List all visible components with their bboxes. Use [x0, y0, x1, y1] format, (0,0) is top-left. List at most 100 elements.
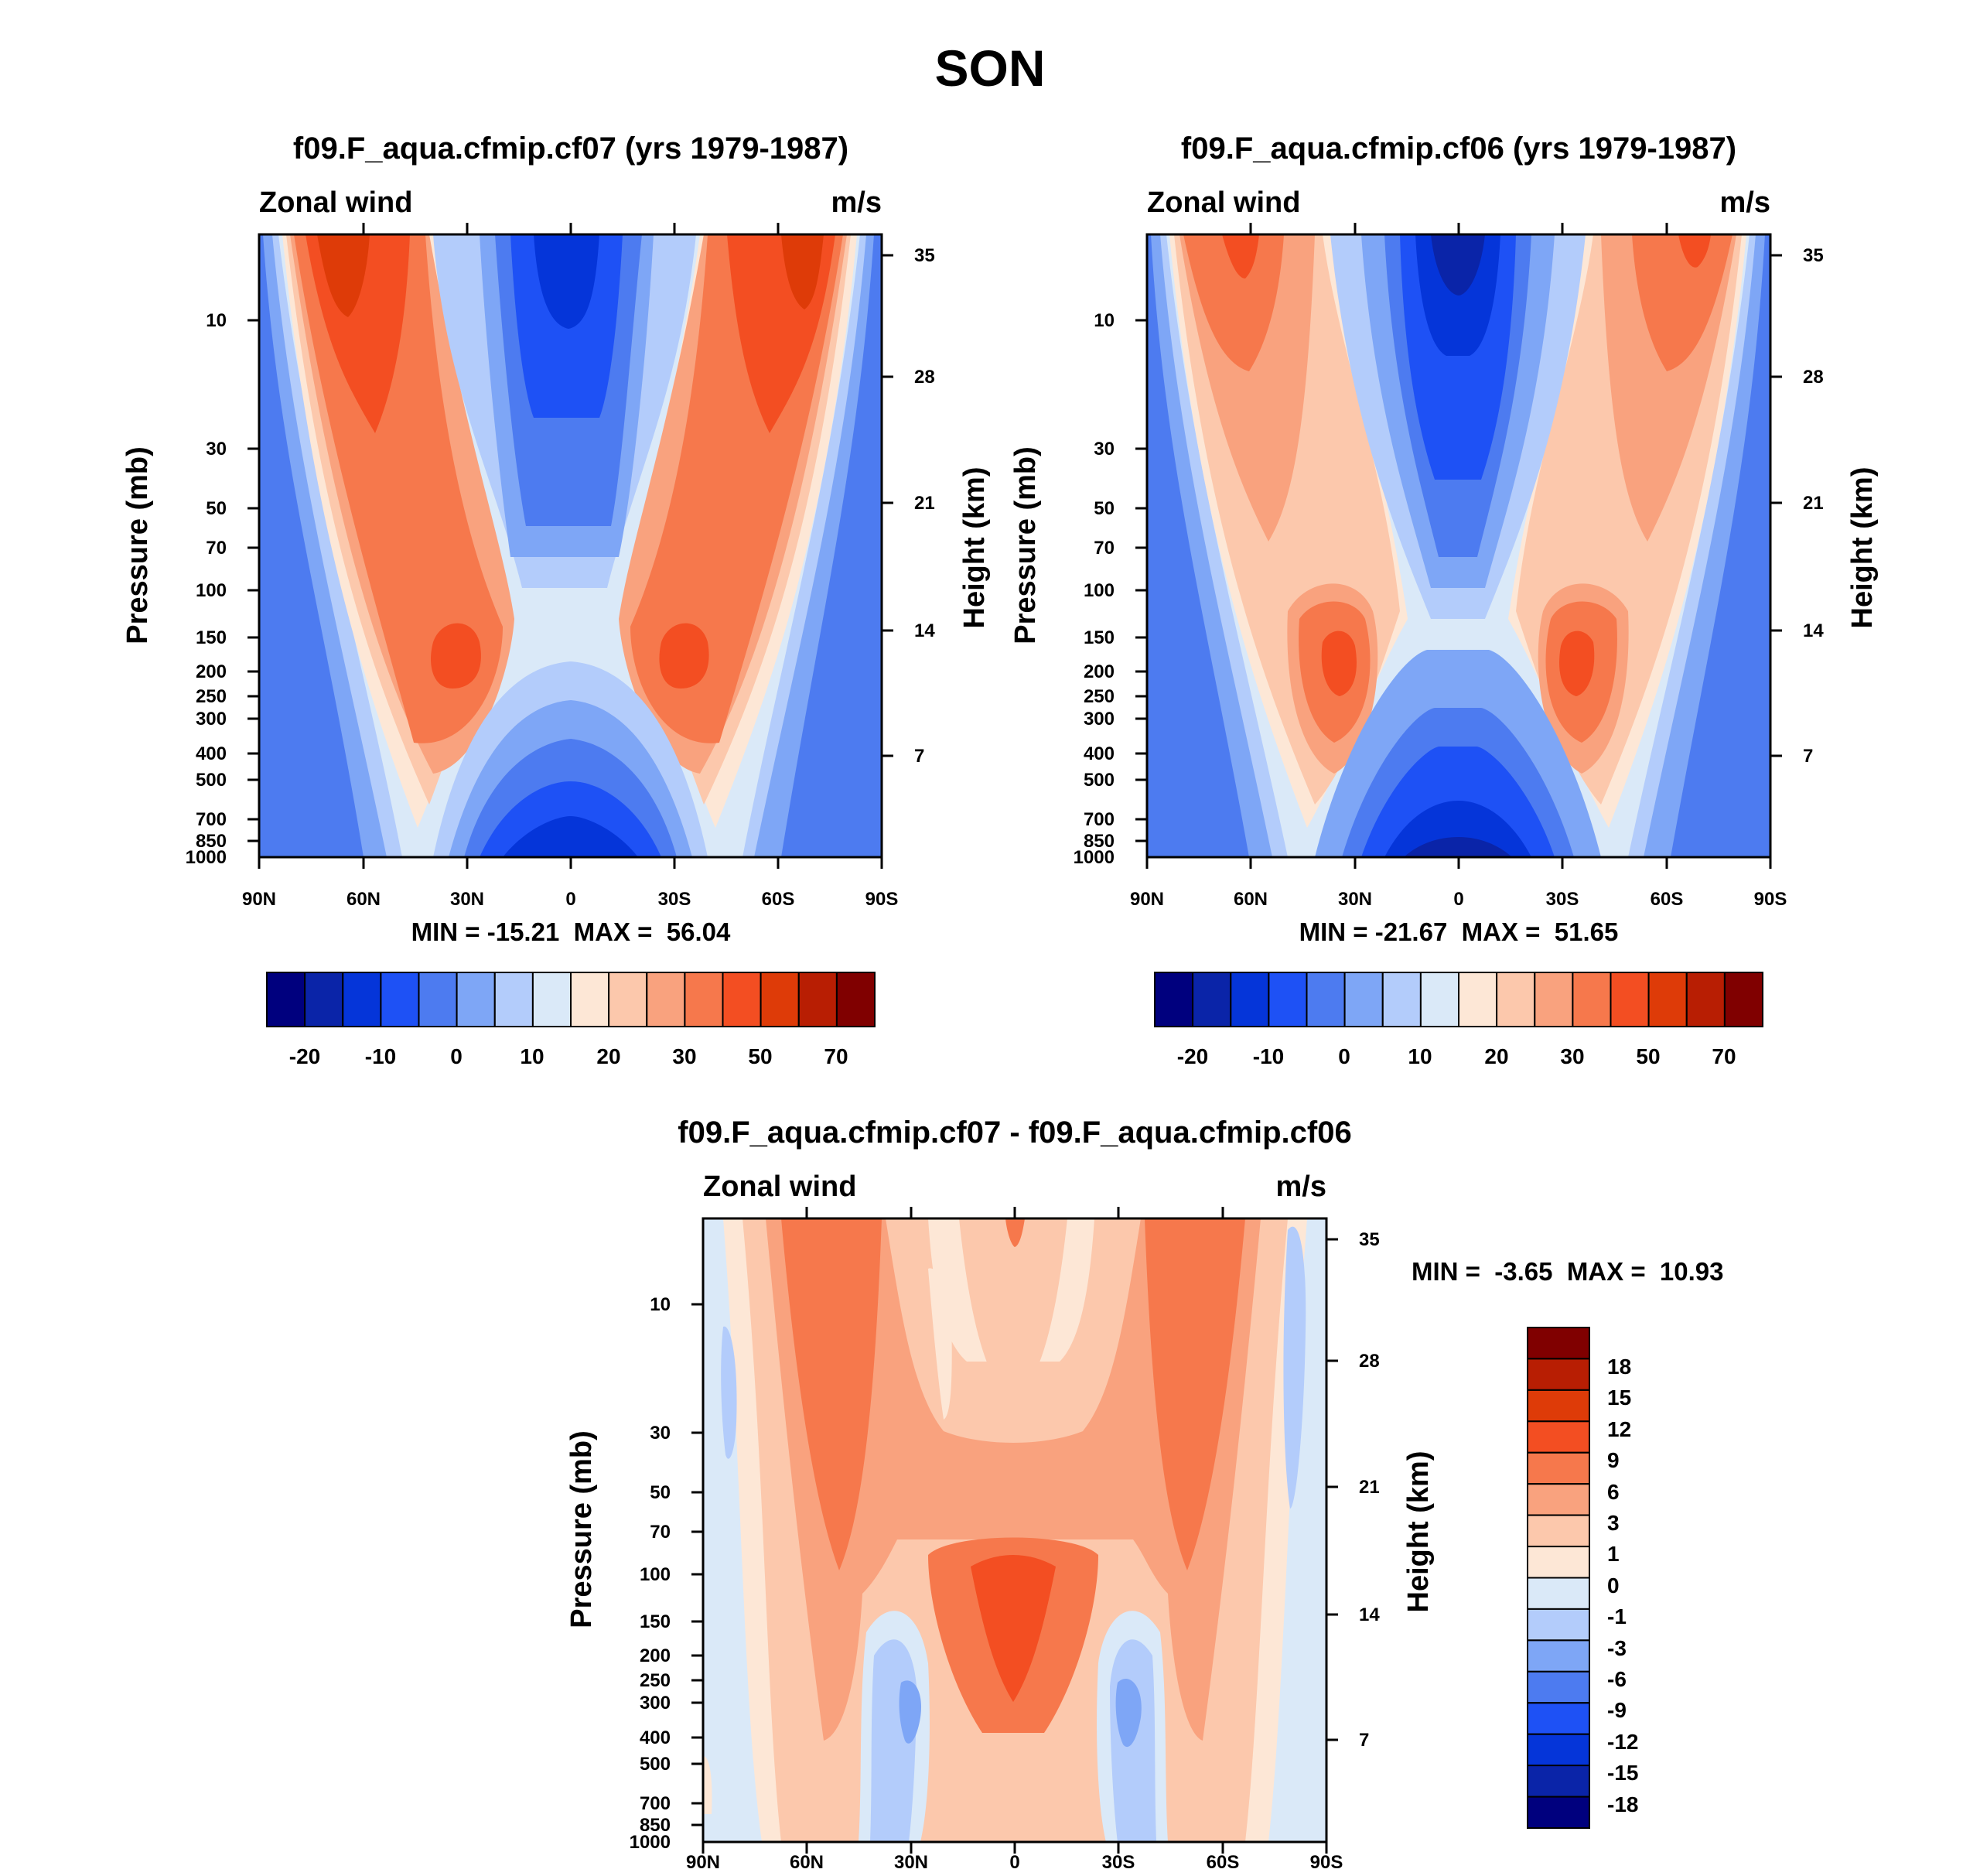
panel-2: f09.F_aqua.cfmip.cf06 (yrs 1979-1987) Zo…: [1009, 132, 1879, 1068]
svg-text:30N: 30N: [450, 889, 484, 910]
svg-text:60N: 60N: [1234, 889, 1268, 910]
panel-1: f09.F_aqua.cfmip.cf07 (yrs 1979-1987) Zo…: [121, 132, 991, 1068]
svg-text:21: 21: [914, 493, 935, 514]
panel-2-height-axis: 35 28 21 14 7: [1770, 245, 1824, 767]
svg-text:500: 500: [1084, 770, 1115, 791]
svg-text:400: 400: [640, 1727, 671, 1748]
svg-text:300: 300: [1084, 709, 1115, 730]
svg-text:20: 20: [1484, 1044, 1508, 1068]
svg-text:70: 70: [1712, 1044, 1736, 1068]
svg-text:30S: 30S: [1546, 889, 1579, 910]
colorbar-swatch: [1527, 1327, 1590, 1360]
colorbar-swatch: [684, 972, 724, 1027]
svg-text:70: 70: [824, 1044, 848, 1068]
svg-text:21: 21: [1359, 1477, 1380, 1498]
svg-text:-20: -20: [289, 1044, 320, 1068]
colorbar-swatch: [304, 972, 344, 1027]
svg-text:150: 150: [196, 627, 227, 648]
svg-text:0: 0: [1453, 889, 1463, 910]
colorbar-swatch: [531, 972, 572, 1027]
colorbar-swatch: [1527, 1451, 1590, 1485]
svg-text:400: 400: [196, 743, 227, 764]
svg-text:150: 150: [1084, 627, 1115, 648]
svg-text:90S: 90S: [1310, 1852, 1343, 1873]
svg-text:21: 21: [1803, 493, 1824, 514]
colorbar-swatch: [1154, 972, 1194, 1027]
panel-3: f09.F_aqua.cfmip.cf07 - f09.F_aqua.cfmip…: [565, 1116, 1724, 1873]
svg-text:0: 0: [1009, 1852, 1019, 1873]
panel-1-field-label: Zonal wind: [259, 186, 412, 219]
svg-text:14: 14: [1359, 1604, 1380, 1625]
colorbar-swatch: [1527, 1389, 1590, 1423]
svg-text:50: 50: [748, 1044, 772, 1068]
colorbar-swatch: [1527, 1577, 1590, 1610]
svg-text:150: 150: [640, 1611, 671, 1632]
svg-text:10: 10: [520, 1044, 544, 1068]
svg-text:30: 30: [650, 1423, 671, 1444]
svg-text:250: 250: [1084, 686, 1115, 707]
colorbar-swatch: [1419, 972, 1460, 1027]
colorbar-swatch: [1527, 1420, 1590, 1454]
panel-3-x-axis: 90N 60N 30N 0 30S 60S 90S: [686, 1207, 1343, 1873]
panel-3-contour-field: [703, 1218, 1326, 1842]
panel-2-units-label: m/s: [1720, 186, 1770, 219]
colorbar-swatch: [493, 972, 534, 1027]
panel-1-ylabel: Pressure (mb): [121, 446, 154, 644]
svg-text:6: 6: [1607, 1480, 1620, 1504]
colorbar-swatch: [570, 972, 610, 1027]
panel-1-height-axis: 35 28 21 14 7: [882, 245, 935, 767]
colorbar-swatch: [646, 972, 686, 1027]
svg-text:700: 700: [196, 809, 227, 830]
colorbar-swatch: [1381, 972, 1422, 1027]
colorbar-swatch: [1723, 972, 1763, 1027]
svg-text:500: 500: [640, 1754, 671, 1775]
svg-text:10: 10: [1094, 310, 1115, 331]
panel-3-title: f09.F_aqua.cfmip.cf07 - f09.F_aqua.cfmip…: [678, 1116, 1351, 1150]
colorbar-swatch: [797, 972, 838, 1027]
svg-text:0: 0: [450, 1044, 463, 1068]
svg-text:-20: -20: [1177, 1044, 1208, 1068]
panel-1-title: f09.F_aqua.cfmip.cf07 (yrs 1979-1987): [293, 132, 848, 166]
svg-text:1: 1: [1607, 1542, 1620, 1566]
svg-text:60S: 60S: [1207, 1852, 1240, 1873]
colorbar-swatch: [835, 972, 876, 1027]
svg-text:850: 850: [1084, 831, 1115, 852]
colorbar-swatch: [1192, 972, 1232, 1027]
colorbar-swatch: [1343, 972, 1384, 1027]
svg-text:-9: -9: [1607, 1698, 1627, 1722]
svg-text:250: 250: [196, 686, 227, 707]
svg-text:10: 10: [1408, 1044, 1432, 1068]
svg-text:200: 200: [640, 1645, 671, 1666]
colorbar-swatch: [1496, 972, 1536, 1027]
svg-text:-6: -6: [1607, 1667, 1627, 1691]
panel-3-minmax: MIN = -3.65 MAX = 10.93: [1412, 1257, 1724, 1286]
panel-2-contour-field: [1147, 234, 1770, 857]
svg-text:90N: 90N: [686, 1852, 720, 1873]
panel-3-field-label: Zonal wind: [703, 1170, 856, 1203]
svg-text:30: 30: [672, 1044, 696, 1068]
svg-text:60S: 60S: [1651, 889, 1684, 910]
svg-text:14: 14: [1803, 620, 1824, 641]
colorbar-swatch: [1527, 1546, 1590, 1579]
svg-text:90N: 90N: [242, 889, 276, 910]
svg-text:0: 0: [1607, 1574, 1620, 1598]
svg-text:200: 200: [1084, 661, 1115, 682]
svg-text:-10: -10: [365, 1044, 396, 1068]
panel-1-y-axis: 10 30 50 70 100 150 200 250 300 400 500 …: [186, 310, 259, 868]
colorbar-swatch: [1572, 972, 1612, 1027]
svg-text:3: 3: [1607, 1511, 1620, 1535]
svg-text:30N: 30N: [894, 1852, 928, 1873]
panel-3-colorbar: [1527, 1327, 1590, 1830]
colorbar-swatch: [1458, 972, 1498, 1027]
svg-text:0: 0: [1338, 1044, 1350, 1068]
svg-text:100: 100: [196, 580, 227, 601]
colorbar-swatch: [456, 972, 496, 1027]
svg-text:20: 20: [596, 1044, 620, 1068]
panel-2-minmax: MIN = -21.67 MAX = 51.65: [1299, 917, 1619, 946]
colorbar-swatch: [380, 972, 420, 1027]
panel-3-y-axis: 10 30 50 70 100 150 200 250 300 400 500 …: [630, 1294, 703, 1853]
svg-text:50: 50: [206, 498, 227, 519]
colorbar-swatch: [1527, 1733, 1590, 1767]
colorbar-swatch: [608, 972, 648, 1027]
